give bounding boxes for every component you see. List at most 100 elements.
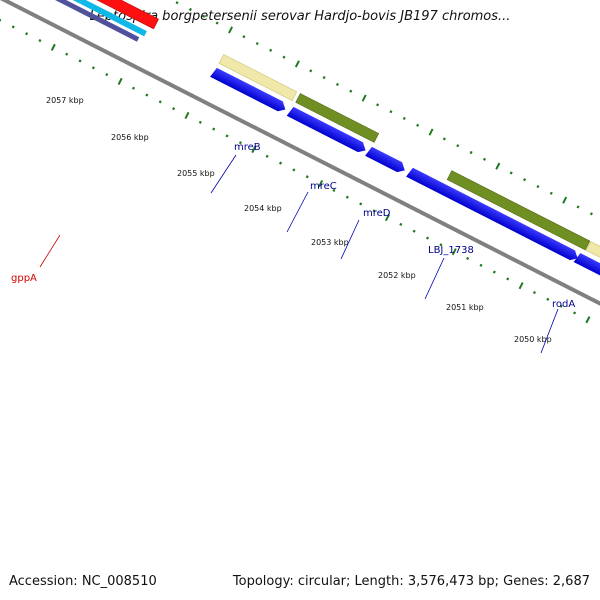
tick-mark-lower [546, 297, 550, 301]
tick-mark-lower [278, 161, 283, 165]
tick-mark-lower [518, 282, 524, 290]
tick-mark-upper [576, 205, 580, 209]
tick-mark-upper [456, 144, 460, 148]
tick-mark-upper [536, 184, 540, 189]
gene-label-mreC: mreC [310, 181, 337, 192]
feature-LBJ_1738 [446, 170, 591, 251]
tick-mark-lower [451, 248, 457, 256]
cds-arrow-2 [286, 106, 366, 153]
track-bar-cyan [50, 0, 147, 37]
tick-mark-upper [402, 116, 406, 121]
tick-mark-upper [242, 35, 246, 39]
tick-mark-upper [335, 82, 339, 86]
tick-mark-upper [269, 48, 273, 52]
accession-text: Accession: NC_008510 [9, 574, 157, 589]
leader-line-mreB [210, 154, 237, 194]
tick-mark-upper [282, 55, 286, 59]
gene-bar-gppA [59, 0, 159, 30]
gene-label-mreB: mreB [234, 142, 261, 153]
tick-mark-lower [439, 243, 443, 247]
tick-ring-upper [175, 1, 593, 216]
tick-mark-upper [482, 157, 487, 161]
tick-mark-lower [318, 179, 324, 188]
tick-mark-lower [38, 38, 42, 43]
tick-mark-lower [479, 263, 483, 267]
tick-mark-upper [228, 26, 234, 34]
topology-text: Topology: circular; Length: 3,576,473 bp… [232, 574, 590, 589]
tick-mark-upper [428, 128, 434, 136]
tick-mark-lower [198, 120, 202, 124]
kbp-label: 2056 kbp [111, 133, 149, 142]
tick-mark-lower [292, 168, 296, 172]
tick-mark-lower [105, 73, 109, 77]
tick-mark-upper [202, 14, 206, 18]
backbone-line [0, 0, 600, 364]
leader-line-LBJ_1738 [424, 257, 445, 300]
tick-mark-lower [412, 229, 416, 233]
tick-ring-lower [0, 18, 600, 329]
tick-mark-lower [225, 134, 229, 138]
tick-mark-lower [131, 86, 136, 90]
tick-mark-lower [212, 127, 216, 131]
tick-mark-upper [442, 137, 446, 141]
tick-mark-lower [559, 304, 563, 308]
tick-mark-lower [172, 107, 176, 111]
feature-mreB [218, 54, 298, 102]
kbp-label: 2050 kbp [514, 335, 552, 344]
tick-mark-upper [376, 103, 380, 107]
kbp-label: 2054 kbp [244, 204, 282, 213]
cds-arrow-5 [573, 253, 600, 318]
tick-mark-upper [469, 150, 473, 155]
tick-mark-upper [562, 196, 568, 204]
kbp-labels: 2057 kbp 2056 kbp 2055 kbp 2054 kbp 2053… [46, 96, 552, 344]
tick-mark-lower [466, 256, 470, 261]
tick-mark-upper [322, 76, 326, 80]
kbp-label: 2055 kbp [177, 169, 215, 178]
kbp-label: 2052 kbp [378, 271, 416, 280]
tick-mark-lower [25, 32, 29, 36]
tick-mark-lower [158, 100, 162, 104]
tick-mark-lower [265, 154, 269, 158]
map-title: Leptospira borgpetersenii serovar Hardjo… [89, 9, 511, 24]
tick-mark-lower [506, 277, 510, 281]
tick-mark-upper [294, 60, 300, 68]
leader-line-gppA [39, 234, 61, 268]
track-bar-purple [44, 0, 140, 42]
tick-mark-upper [495, 162, 501, 170]
tick-mark-lower [11, 25, 15, 29]
kbp-label: 2051 kbp [446, 303, 484, 312]
tick-mark-lower [91, 66, 95, 70]
tick-mark-lower [145, 93, 149, 97]
kbp-label: 2057 kbp [46, 96, 84, 105]
tick-mark-upper [589, 212, 593, 216]
tick-mark-lower [585, 316, 591, 324]
gene-label-LBJ_1738: LBJ_1738 [428, 245, 474, 256]
feature-mreC [295, 93, 380, 143]
tick-mark-lower [184, 111, 190, 120]
tick-mark-upper [188, 7, 192, 12]
tick-mark-lower [532, 290, 536, 295]
tick-mark-lower [384, 214, 390, 222]
gene-label-rodA: rodA [552, 299, 575, 310]
tick-mark-lower [492, 270, 496, 274]
tick-mark-upper [509, 171, 513, 175]
tick-mark-upper [255, 41, 259, 46]
tick-mark-lower [345, 195, 349, 199]
leader-line-mreC [286, 191, 309, 233]
tick-mark-lower [117, 77, 123, 85]
kbp-label: 2053 kbp [311, 238, 349, 247]
tick-mark-lower [50, 43, 56, 51]
tick-mark-upper [175, 1, 179, 5]
tick-mark-lower [399, 222, 403, 226]
tick-mark-upper [349, 89, 353, 93]
tick-mark-lower [426, 236, 430, 240]
gene-label-mreD: mreD [363, 208, 391, 219]
tick-mark-upper [416, 123, 420, 127]
tick-mark-upper [549, 191, 553, 195]
tick-mark-lower [305, 175, 309, 179]
tick-mark-lower [238, 141, 242, 145]
cds-arrow-3 [365, 146, 405, 173]
cds-arrow-1 [210, 67, 286, 112]
gene-label-gppA: gppA [11, 273, 37, 284]
